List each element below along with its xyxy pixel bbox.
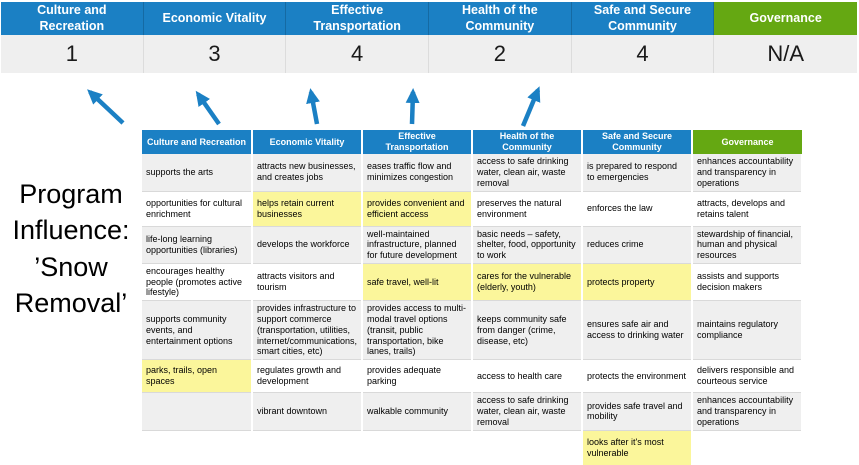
matrix-row-3: life-long learning opportunities (librar…: [142, 226, 803, 264]
matrix-cell-r3c5: reduces crime: [582, 226, 693, 264]
matrix-cell-r5c2: provides infrastructure to support comme…: [252, 300, 363, 361]
matrix-cell-r2c6: attracts, develops and retains talent: [692, 191, 803, 227]
influence-matrix-body: supports the arts attracts new businesses…: [142, 154, 803, 465]
summary-score-culture-and-recreation: 1: [1, 35, 144, 73]
summary-score-governance: N/A: [714, 35, 857, 73]
summary-header-culture-and-recreation: Culture and Recreation: [1, 2, 144, 35]
summary-score-health-of-the-community: 2: [429, 35, 572, 73]
matrix-cell-r6c3: provides adequate parking: [362, 359, 473, 394]
influence-arrow-safety: [520, 86, 541, 127]
influence-arrow-culture: [87, 89, 125, 125]
matrix-row-5: supports community events, and entertain…: [142, 300, 803, 361]
matrix-cell-r5c3: provides access to multi-modal travel op…: [362, 300, 473, 361]
matrix-cell-r8c1: [142, 430, 253, 465]
matrix-cell-r7c2: vibrant downtown: [252, 392, 363, 431]
matrix-cell-r7c6: enhances accountability and transparency…: [692, 392, 803, 431]
summary-score-table: Culture and Recreation Economic Vitality E…: [1, 2, 857, 73]
matrix-cell-r6c6: delivers responsible and courteous servi…: [692, 359, 803, 394]
matrix-cell-r1c4: access to safe drinking water, clean air…: [472, 154, 583, 192]
matrix-cell-r2c3: provides convenient and efficient access: [362, 191, 473, 227]
matrix-cell-r4c3: safe travel, well-lit: [362, 263, 473, 302]
influence-arrow-economic: [195, 90, 221, 126]
matrix-cell-r1c6: enhances accountability and transparency…: [692, 154, 803, 192]
matrix-cell-r5c5: ensures safe air and access to drinking …: [582, 300, 693, 361]
matrix-header-economic-vitality: Economic Vitality: [252, 130, 363, 154]
matrix-cell-r4c2: attracts visitors and tourism: [252, 263, 363, 302]
matrix-header-safe-and-secure-community: Safe and Secure Community: [582, 130, 693, 154]
summary-score-effective-transportation: 4: [286, 35, 429, 73]
matrix-cell-r3c6: stewardship of financial, human and phys…: [692, 226, 803, 264]
matrix-cell-r1c1: supports the arts: [142, 154, 253, 192]
matrix-cell-r8c3: [362, 430, 473, 465]
matrix-header-effective-transportation: Effective Transportation: [362, 130, 473, 154]
matrix-cell-r2c2: helps retain current businesses: [252, 191, 363, 227]
influence-arrow-transportation: [306, 88, 320, 125]
matrix-cell-r4c6: assists and supports decision makers: [692, 263, 803, 302]
matrix-cell-r2c4: preserves the natural environment: [472, 191, 583, 227]
summary-header-economic-vitality: Economic Vitality: [143, 2, 287, 35]
summary-header-effective-transportation: Effective Transportation: [286, 2, 429, 35]
matrix-row-2: opportunities for cultural enrichment hel…: [142, 191, 803, 227]
matrix-cell-r5c6: maintains regulatory compliance: [692, 300, 803, 361]
matrix-cell-r7c5: provides safe travel and mobility: [582, 392, 693, 431]
matrix-cell-r8c6: [692, 430, 803, 465]
matrix-cell-r5c4: keeps community safe from danger (crime,…: [472, 300, 583, 361]
matrix-cell-r8c4: [472, 430, 583, 465]
matrix-cell-r1c5: is prepared to respond to emergencies: [582, 154, 693, 192]
matrix-cell-r8c2: [252, 430, 363, 465]
matrix-cell-r1c2: attracts new businesses, and creates job…: [252, 154, 363, 192]
matrix-cell-r4c4: cares for the vulnerable (elderly, youth…: [472, 263, 583, 302]
summary-header-safe-and-secure-community: Safe and Secure Community: [571, 2, 715, 35]
matrix-cell-r2c1: opportunities for cultural enrichment: [142, 191, 253, 227]
matrix-cell-r3c4: basic needs – safety, shelter, food, opp…: [472, 226, 583, 264]
matrix-cell-r6c2: regulates growth and development: [252, 359, 363, 394]
matrix-cell-r6c4: access to health care: [472, 359, 583, 394]
matrix-cell-r3c1: life-long learning opportunities (librar…: [142, 226, 253, 264]
influence-matrix: Culture and Recreation Economic Vitality E…: [142, 130, 803, 465]
matrix-header-governance: Governance: [692, 130, 802, 154]
matrix-cell-r6c5: protects the environment: [582, 359, 693, 394]
summary-header-governance: Governance: [714, 2, 857, 35]
matrix-cell-r4c5: protects property: [582, 263, 693, 302]
influence-arrow-health: [405, 88, 420, 125]
matrix-cell-r3c2: develops the workforce: [252, 226, 363, 264]
summary-header-health-of-the-community: Health of the Community: [429, 2, 572, 35]
summary-score-safe-and-secure-community: 4: [571, 35, 715, 73]
matrix-cell-r7c3: walkable community: [362, 392, 473, 431]
matrix-header-health-of-the-community: Health of the Community: [472, 130, 583, 154]
influence-arrows: [87, 86, 541, 127]
matrix-cell-r7c1: [142, 392, 253, 431]
matrix-row-6: parks, trails, open spaces regulates grow…: [142, 359, 803, 394]
matrix-cell-r3c3: well-maintained infrastructure, planned …: [362, 226, 473, 264]
matrix-row-1: supports the arts attracts new businesses…: [142, 154, 803, 192]
matrix-cell-r1c3: eases traffic flow and minimizes congest…: [362, 154, 473, 192]
matrix-cell-r2c5: enforces the law: [582, 191, 693, 227]
matrix-cell-r7c4: access to safe drinking water, clean air…: [472, 392, 583, 431]
summary-score-economic-vitality: 3: [143, 35, 287, 73]
program-title: Program Influence: ’Snow Removal’: [12, 179, 130, 319]
matrix-row-4: encourages healthy people (promotes acti…: [142, 263, 803, 302]
matrix-row-8: looks after it's most vulnerable: [142, 430, 803, 465]
matrix-row-7: vibrant downtown walkable community access…: [142, 392, 803, 431]
matrix-header-culture-and-recreation: Culture and Recreation: [142, 130, 253, 154]
matrix-cell-r8c5: looks after it's most vulnerable: [582, 430, 693, 465]
matrix-cell-r5c1: supports community events, and entertain…: [142, 300, 253, 361]
matrix-cell-r6c1: parks, trails, open spaces: [142, 359, 253, 394]
influence-matrix-head: Culture and Recreation Economic Vitality E…: [142, 130, 802, 154]
matrix-cell-r4c1: encourages healthy people (promotes acti…: [142, 263, 253, 302]
